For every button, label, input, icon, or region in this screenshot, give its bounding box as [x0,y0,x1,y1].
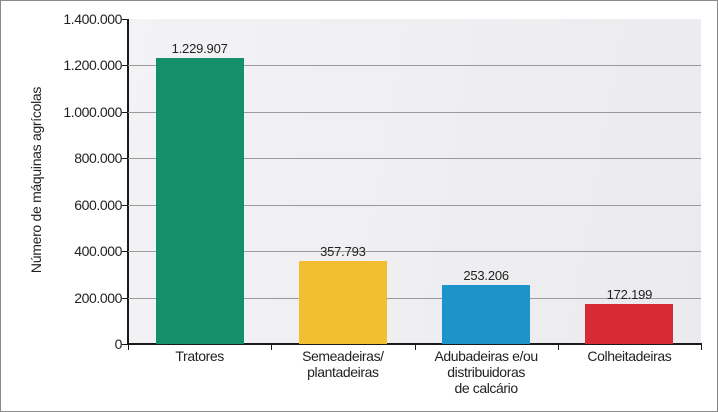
gridline [128,111,701,113]
gridline [128,251,701,253]
y-tick-label: 800.000 [74,150,122,167]
y-tick [122,111,128,113]
value-label: 1.229.907 [171,41,228,57]
category-label: Colheitadeiras [587,348,672,364]
x-tick [701,345,702,350]
y-tick [122,344,128,345]
category-label: Semeadeiras/plantadeiras [302,348,384,380]
y-axis [127,19,129,345]
y-tick-label: 200.000 [74,289,122,306]
value-label: 253.206 [463,268,509,284]
y-tick-label: 1.200.000 [63,57,122,74]
value-label: 357.793 [320,243,366,259]
y-tick [122,19,128,20]
x-tick [414,345,416,350]
bar [585,304,674,344]
y-tick-label: 1.000.000 [63,103,122,120]
y-tick-label: 400.000 [74,243,122,260]
value-label: 172.199 [606,287,653,303]
gridline [128,297,701,299]
y-tick [122,158,128,160]
x-tick [557,345,559,350]
y-tick-label: 600.000 [74,196,122,213]
y-tick [122,251,128,253]
bar [442,285,531,344]
y-tick [122,65,128,67]
gridline [128,65,701,67]
gridline [128,204,701,206]
bar [298,260,387,344]
y-tick [122,297,128,299]
y-tick-label: 1.400.000 [63,11,122,27]
bar [155,58,244,344]
x-tick [271,345,273,350]
y-tick [122,204,128,206]
category-label: Adubadeiras e/ou distribuidoras de calcári… [434,348,538,396]
x-tick [128,345,129,350]
y-axis-title: Número de máquinas agrícolas [28,86,44,274]
y-tick-label: 0 [114,336,123,352]
x-axis [127,343,702,345]
gridline [128,158,701,160]
category-label: Tratores [175,348,224,364]
